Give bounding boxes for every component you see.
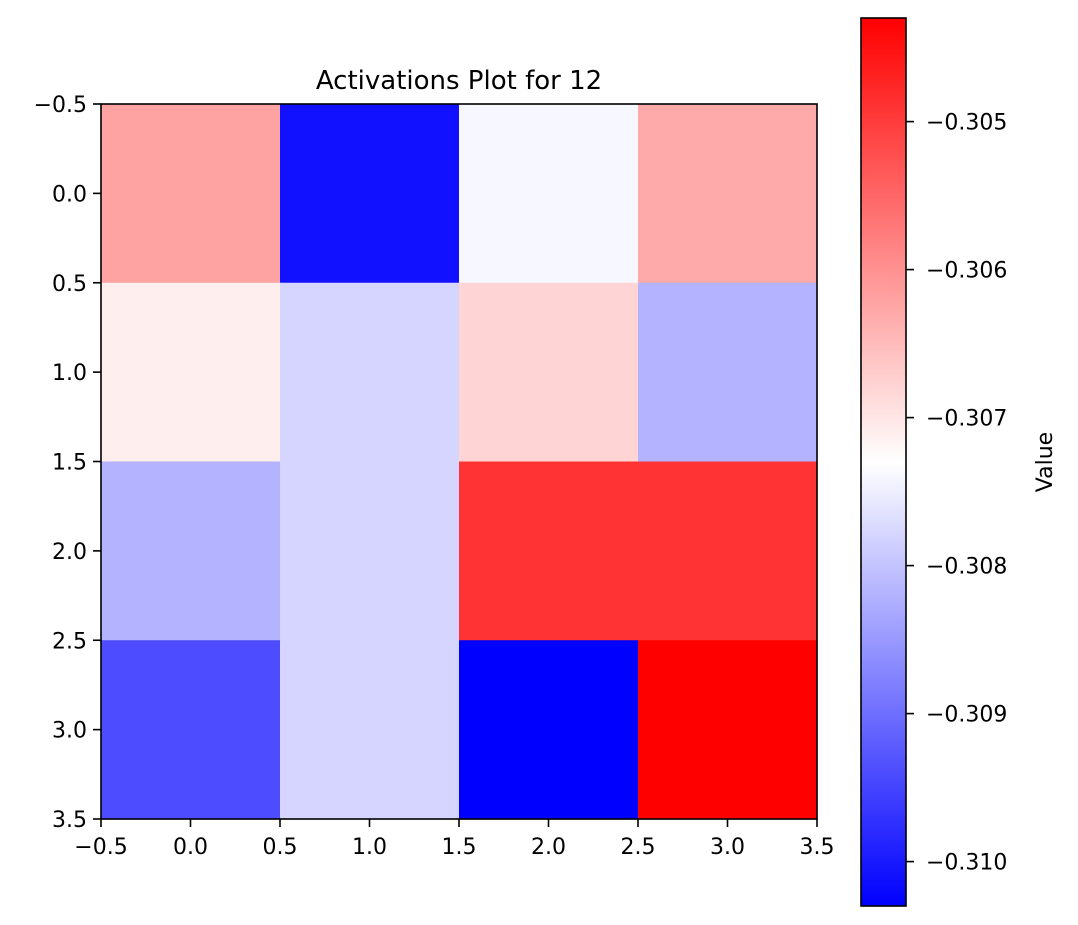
colorbar-tick-label: −0.308 [926, 555, 1007, 580]
heatmap-cell [638, 640, 818, 820]
y-tick-label: 2.5 [52, 629, 87, 654]
x-axis: −0.5 0.0 0.5 1.0 1.5 2.0 2.5 3.0 3.5 [74, 819, 835, 860]
heatmap-cell [280, 461, 460, 641]
y-tick-label: 1.0 [52, 361, 87, 386]
heatmap-cells [101, 104, 818, 820]
x-tick-label: −0.5 [74, 835, 127, 860]
colorbar-tick-label: −0.309 [926, 703, 1007, 728]
x-tick-label: 0.5 [263, 835, 298, 860]
heatmap-cell [280, 640, 460, 820]
y-tick-label: −0.5 [34, 93, 87, 118]
heatmap-cell [280, 282, 460, 463]
x-tick-label: 1.5 [442, 835, 477, 860]
heatmap-cell [280, 104, 460, 284]
y-tick-label: 3.5 [52, 808, 87, 833]
heatmap-cell [101, 461, 281, 641]
x-tick-label: 3.0 [710, 835, 745, 860]
heatmap-cell [459, 461, 639, 641]
heatmap-cell [459, 282, 639, 463]
x-tick-label: 2.0 [531, 835, 566, 860]
x-tick-label: 1.0 [352, 835, 387, 860]
heatmap-cell [459, 104, 639, 284]
chart-title: Activations Plot for 12 [316, 66, 602, 96]
colorbar [860, 17, 907, 907]
heatmap-cell [459, 640, 639, 820]
colorbar-tick-label: −0.306 [926, 259, 1007, 284]
y-tick-label: 1.5 [52, 451, 87, 476]
colorbar-tick-label: −0.310 [926, 851, 1007, 876]
heatmap-cell [101, 282, 281, 463]
colorbar-tick-label: −0.307 [926, 407, 1007, 432]
heatmap-cell [638, 461, 818, 641]
x-tick-label: 3.5 [800, 835, 835, 860]
heatmap-cell [638, 104, 818, 284]
heatmap-cell [101, 640, 281, 820]
y-tick-label: 0.5 [52, 272, 87, 297]
y-axis: −0.5 0.0 0.5 1.0 1.5 2.0 2.5 3.0 3.5 [34, 93, 101, 833]
y-tick-label: 0.0 [52, 182, 87, 207]
x-tick-label: 0.0 [173, 835, 208, 860]
x-tick-label: 2.5 [621, 835, 656, 860]
colorbar-tick-label: −0.305 [926, 111, 1007, 136]
y-tick-label: 2.0 [52, 540, 87, 565]
y-tick-label: 3.0 [52, 719, 87, 744]
heatmap-cell [101, 104, 281, 284]
colorbar-axis: −0.305 −0.306 −0.307 −0.308 −0.309 −0.310 [906, 111, 1007, 876]
heatmap-cell [638, 282, 818, 463]
colorbar-label: Value [1033, 432, 1058, 492]
